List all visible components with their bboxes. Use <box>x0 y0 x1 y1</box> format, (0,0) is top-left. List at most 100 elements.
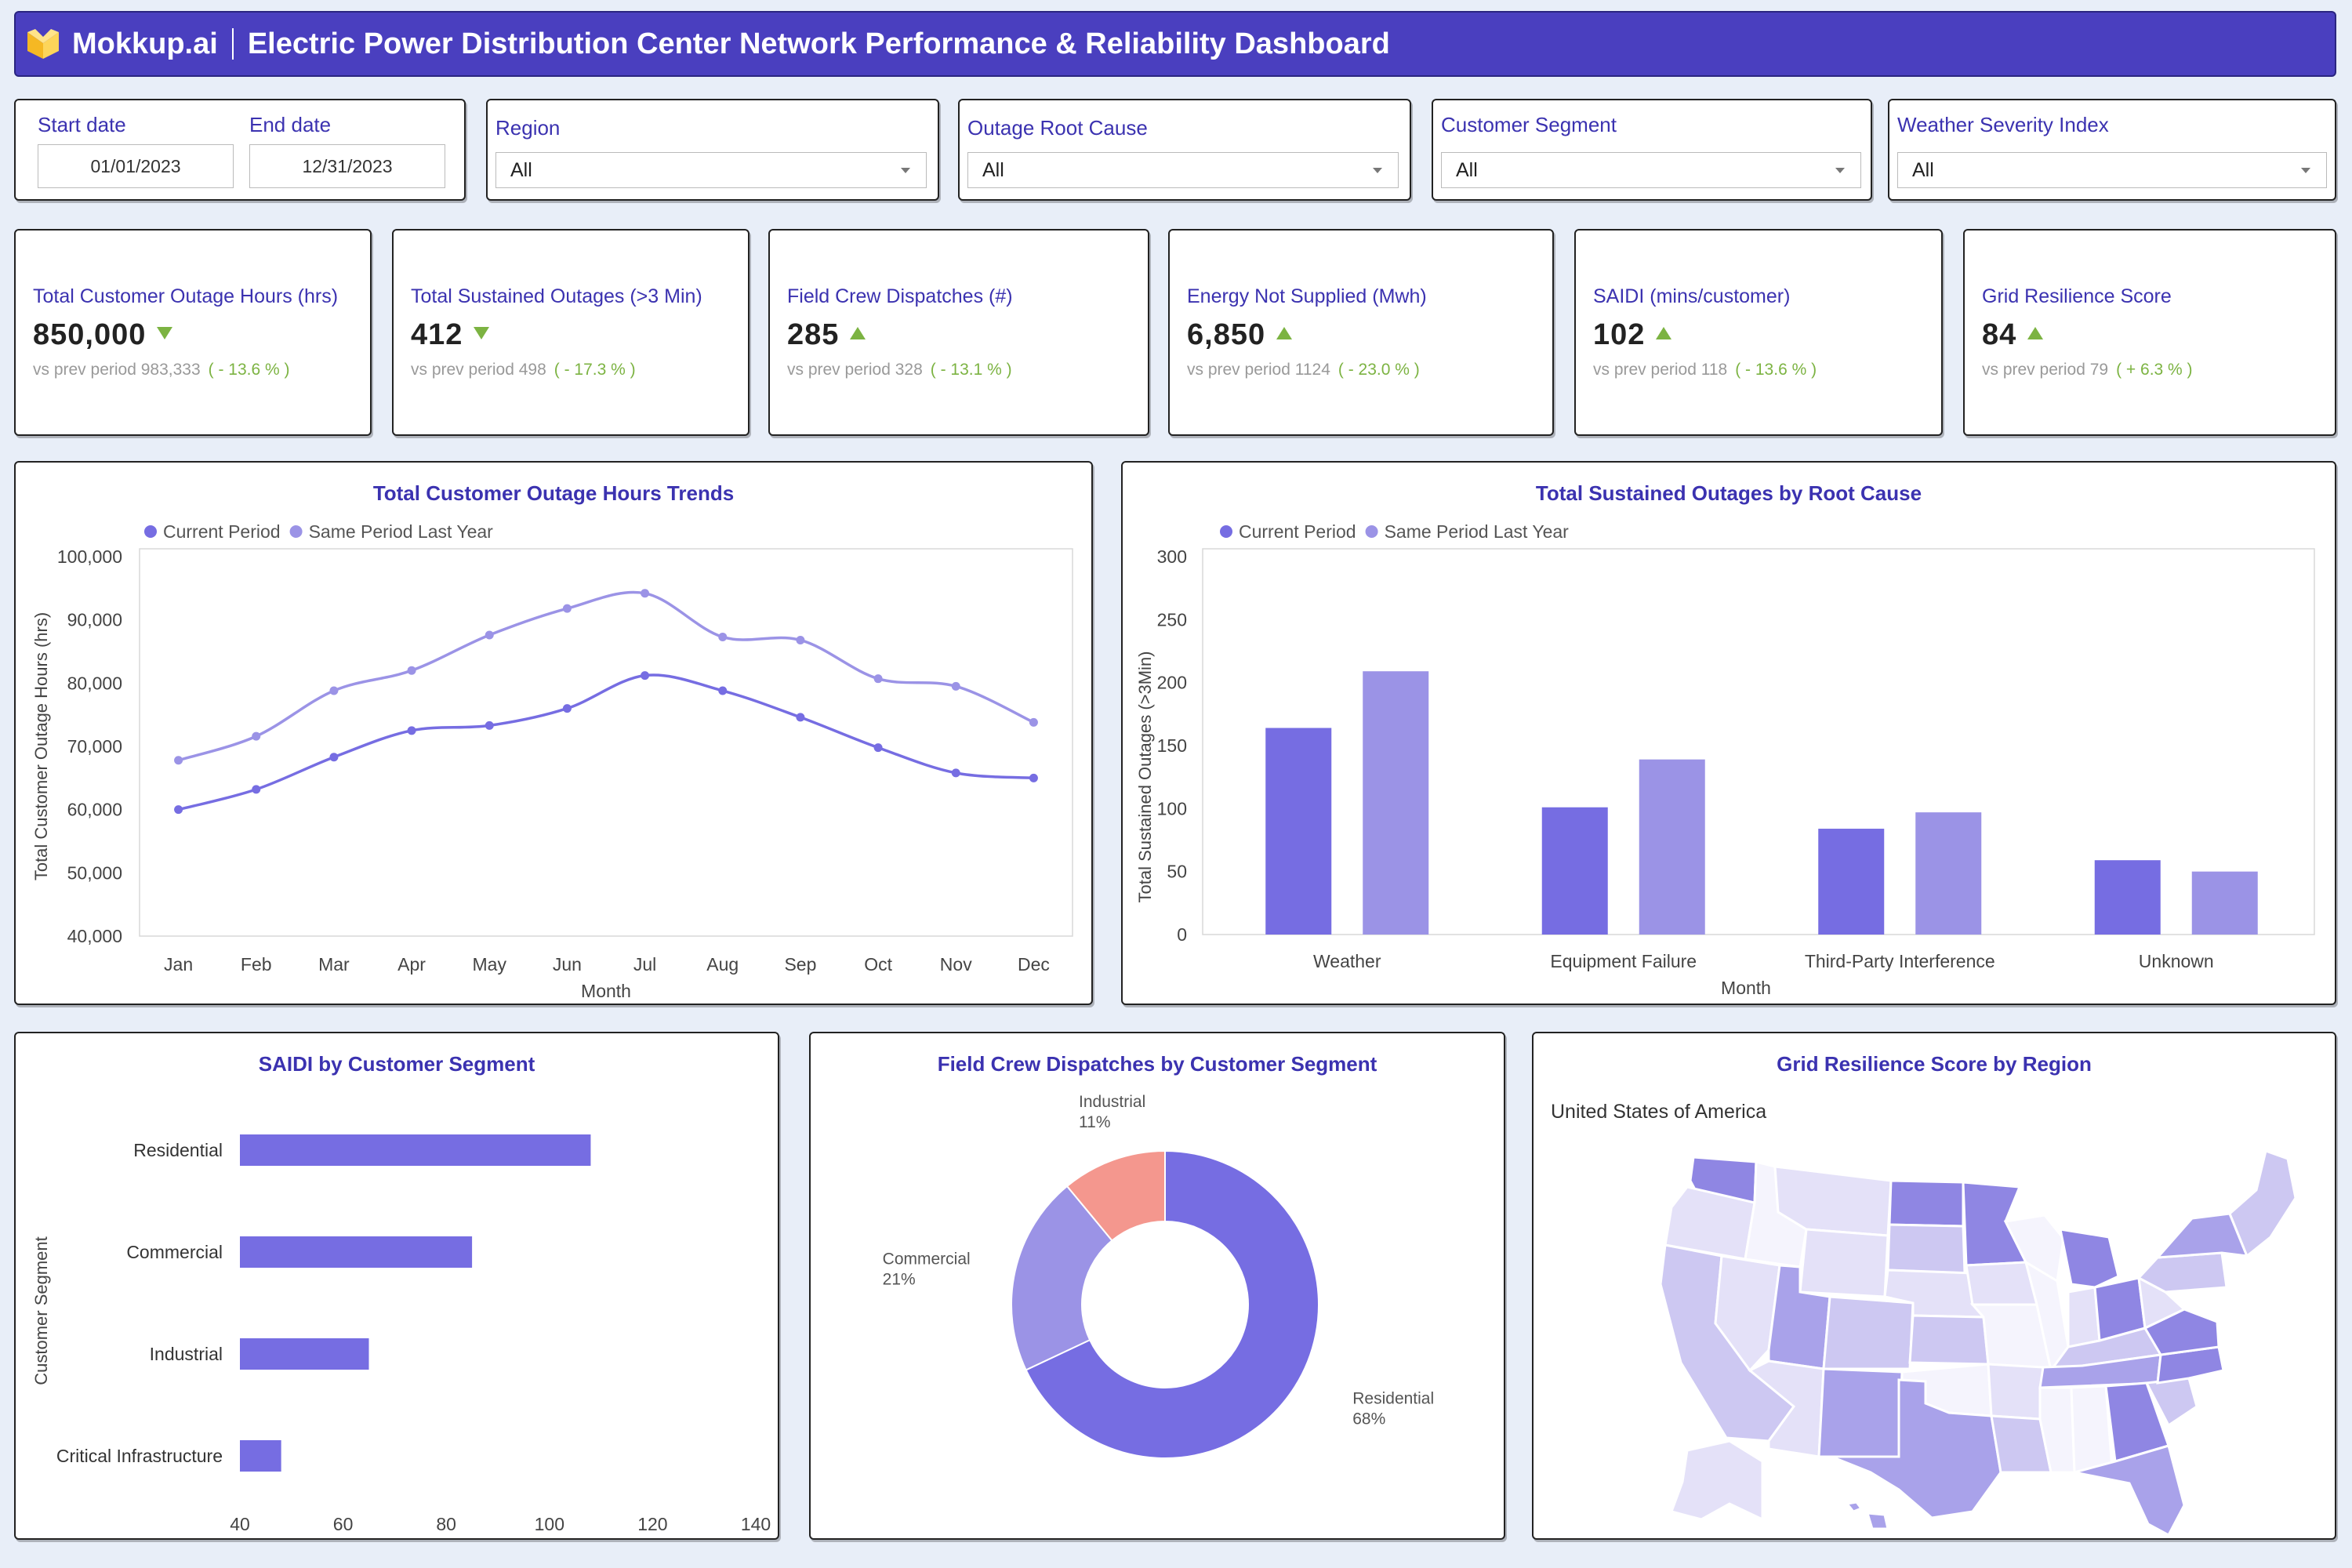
bar-last-year <box>1639 759 1705 935</box>
map-region-alabama <box>2070 1385 2114 1474</box>
dashboard-title: Electric Power Distribution Center Netwo… <box>247 27 1390 60</box>
x-tick-label: Dec <box>1018 954 1050 975</box>
bar-chart: 0 50 100 150 200 250 300 Total Sustained Outage… <box>1135 521 2315 998</box>
kpi-change: ( - 13.6 % ) <box>1735 361 1817 379</box>
category-label: Critical Infrastructure <box>56 1446 223 1466</box>
outage-hours-trend-panel: Total Customer Outage Hours Trends 40,00… <box>14 461 1093 1005</box>
map-region-north-carolina <box>2156 1345 2225 1385</box>
kpi-label: Energy Not Supplied (Mwh) <box>1187 285 1427 307</box>
end-date-label: End date <box>249 113 332 136</box>
data-point <box>951 768 960 778</box>
mokkup-logo-icon <box>27 29 59 59</box>
weather-filter-panel: Weather Severity Index All <box>1888 99 2336 201</box>
data-point <box>562 604 572 613</box>
kpi-value: 102 <box>1593 318 1646 351</box>
cause-select[interactable]: All <box>967 152 1399 188</box>
kpi-value: 84 <box>1982 318 2017 351</box>
kpi-label: Total Sustained Outages (>3 Min) <box>411 285 702 307</box>
slice-percent: 68% <box>1352 1410 1385 1428</box>
x-tick-label: Mar <box>318 954 350 975</box>
y-tick-label: 90,000 <box>67 610 122 630</box>
y-tick-label: 250 <box>1157 609 1187 630</box>
data-point <box>718 686 728 695</box>
weather-select[interactable]: All <box>1897 152 2327 188</box>
y-tick-label: 0 <box>1177 924 1187 945</box>
y-tick-label: 200 <box>1157 673 1187 693</box>
map-region-iowa <box>1965 1261 2038 1306</box>
x-tick-label: 60 <box>333 1514 354 1534</box>
region-select[interactable]: All <box>495 152 927 188</box>
chart-title: Total Sustained Outages by Root Cause <box>1535 481 1922 505</box>
header-divider <box>231 28 234 60</box>
map-region-arkansas <box>1987 1363 2045 1421</box>
bar-current <box>1818 829 1885 935</box>
map-region-mississippi <box>2038 1386 2076 1474</box>
donut-slice-residential <box>1025 1149 1319 1459</box>
data-point <box>873 743 883 753</box>
kpi-value: 850,000 <box>33 318 147 351</box>
kpi-card-energy-not-supplied: Energy Not Supplied (Mwh) 6,850 vs prev … <box>1168 229 1554 436</box>
kpi-previous: vs prev period 118 <box>1593 361 1728 379</box>
category-label: Commercial <box>126 1242 223 1262</box>
y-axis-title: Total Customer Outage Hours (hrs) <box>31 612 51 880</box>
map-region-new-mexico <box>1817 1367 1904 1458</box>
kpi-change: ( - 13.1 % ) <box>930 361 1012 379</box>
bar-current <box>1541 807 1608 935</box>
plot-area <box>1202 548 2315 935</box>
bar <box>240 1338 369 1370</box>
slice-percent: 11% <box>1079 1113 1110 1131</box>
data-point <box>641 671 650 681</box>
kpi-label: Field Crew Dispatches (#) <box>787 285 1013 307</box>
trend-down-icon <box>157 327 173 339</box>
map-region-pennsylvania <box>2136 1251 2228 1294</box>
y-tick-label: 150 <box>1157 735 1187 756</box>
cause-filter-panel: Outage Root Cause All <box>958 99 1411 201</box>
x-tick-label: Third-Party Interference <box>1805 951 1995 971</box>
kpi-label: SAIDI (mins/customer) <box>1593 285 1791 307</box>
start-date-input[interactable]: 01/01/2023 <box>38 144 234 188</box>
y-tick-label: 100,000 <box>57 546 122 567</box>
legend-marker <box>1220 525 1232 538</box>
us-map[interactable] <box>1534 1033 2335 1538</box>
segment-label: Customer Segment <box>1441 113 1617 136</box>
legend-label: Current Period <box>163 521 281 542</box>
map-subtitle: United States of America <box>1551 1101 1767 1123</box>
map-region-florida <box>2074 1444 2186 1537</box>
x-axis-title: SAIDI <box>474 1537 521 1538</box>
legend-label: Same Period Last Year <box>309 521 494 542</box>
start-date-label: Start date <box>38 113 126 136</box>
legend-marker <box>1365 525 1378 538</box>
data-point <box>252 785 261 794</box>
y-tick-label: 80,000 <box>67 673 122 693</box>
data-point <box>796 635 805 644</box>
bar-current <box>2094 860 2161 935</box>
y-tick-label: 50,000 <box>67 862 122 883</box>
kpi-label: Grid Resilience Score <box>1982 285 2172 307</box>
x-tick-label: Unknown <box>2139 951 2214 971</box>
map-title: Grid Resilience Score by Region <box>1777 1052 2092 1076</box>
map-region-new-england <box>2228 1149 2297 1258</box>
segment-select[interactable]: All <box>1441 152 1861 188</box>
y-tick-label: 300 <box>1157 546 1187 567</box>
x-tick-label: Jul <box>633 954 656 975</box>
chevron-down-icon <box>901 168 910 173</box>
y-tick-label: 50 <box>1167 862 1187 882</box>
x-tick-label: Weather <box>1313 951 1381 971</box>
slice-label: Industrial <box>1079 1093 1145 1111</box>
date-filter-panel: Start date End date 01/01/2023 12/31/202… <box>14 99 466 201</box>
donut-chart: Residential 68% Commercial 21% Industrial 11% <box>883 1093 1434 1459</box>
data-point <box>407 666 416 675</box>
trend-down-icon <box>474 327 490 339</box>
y-tick-label: 70,000 <box>67 736 122 757</box>
region-label: Region <box>495 116 561 140</box>
chevron-down-icon <box>1835 168 1845 173</box>
chart-title: Field Crew Dispatches by Customer Segmen… <box>937 1052 1377 1076</box>
legend-marker <box>144 525 157 538</box>
x-tick-label: Feb <box>241 954 272 975</box>
map-region-north-dakota <box>1888 1179 1965 1228</box>
end-date-input[interactable]: 12/31/2023 <box>249 144 445 188</box>
series-line-last-year <box>178 590 1035 762</box>
map-region-virginia <box>2143 1308 2220 1356</box>
category-label: Residential <box>133 1140 223 1160</box>
y-tick-label: 100 <box>1157 798 1187 818</box>
